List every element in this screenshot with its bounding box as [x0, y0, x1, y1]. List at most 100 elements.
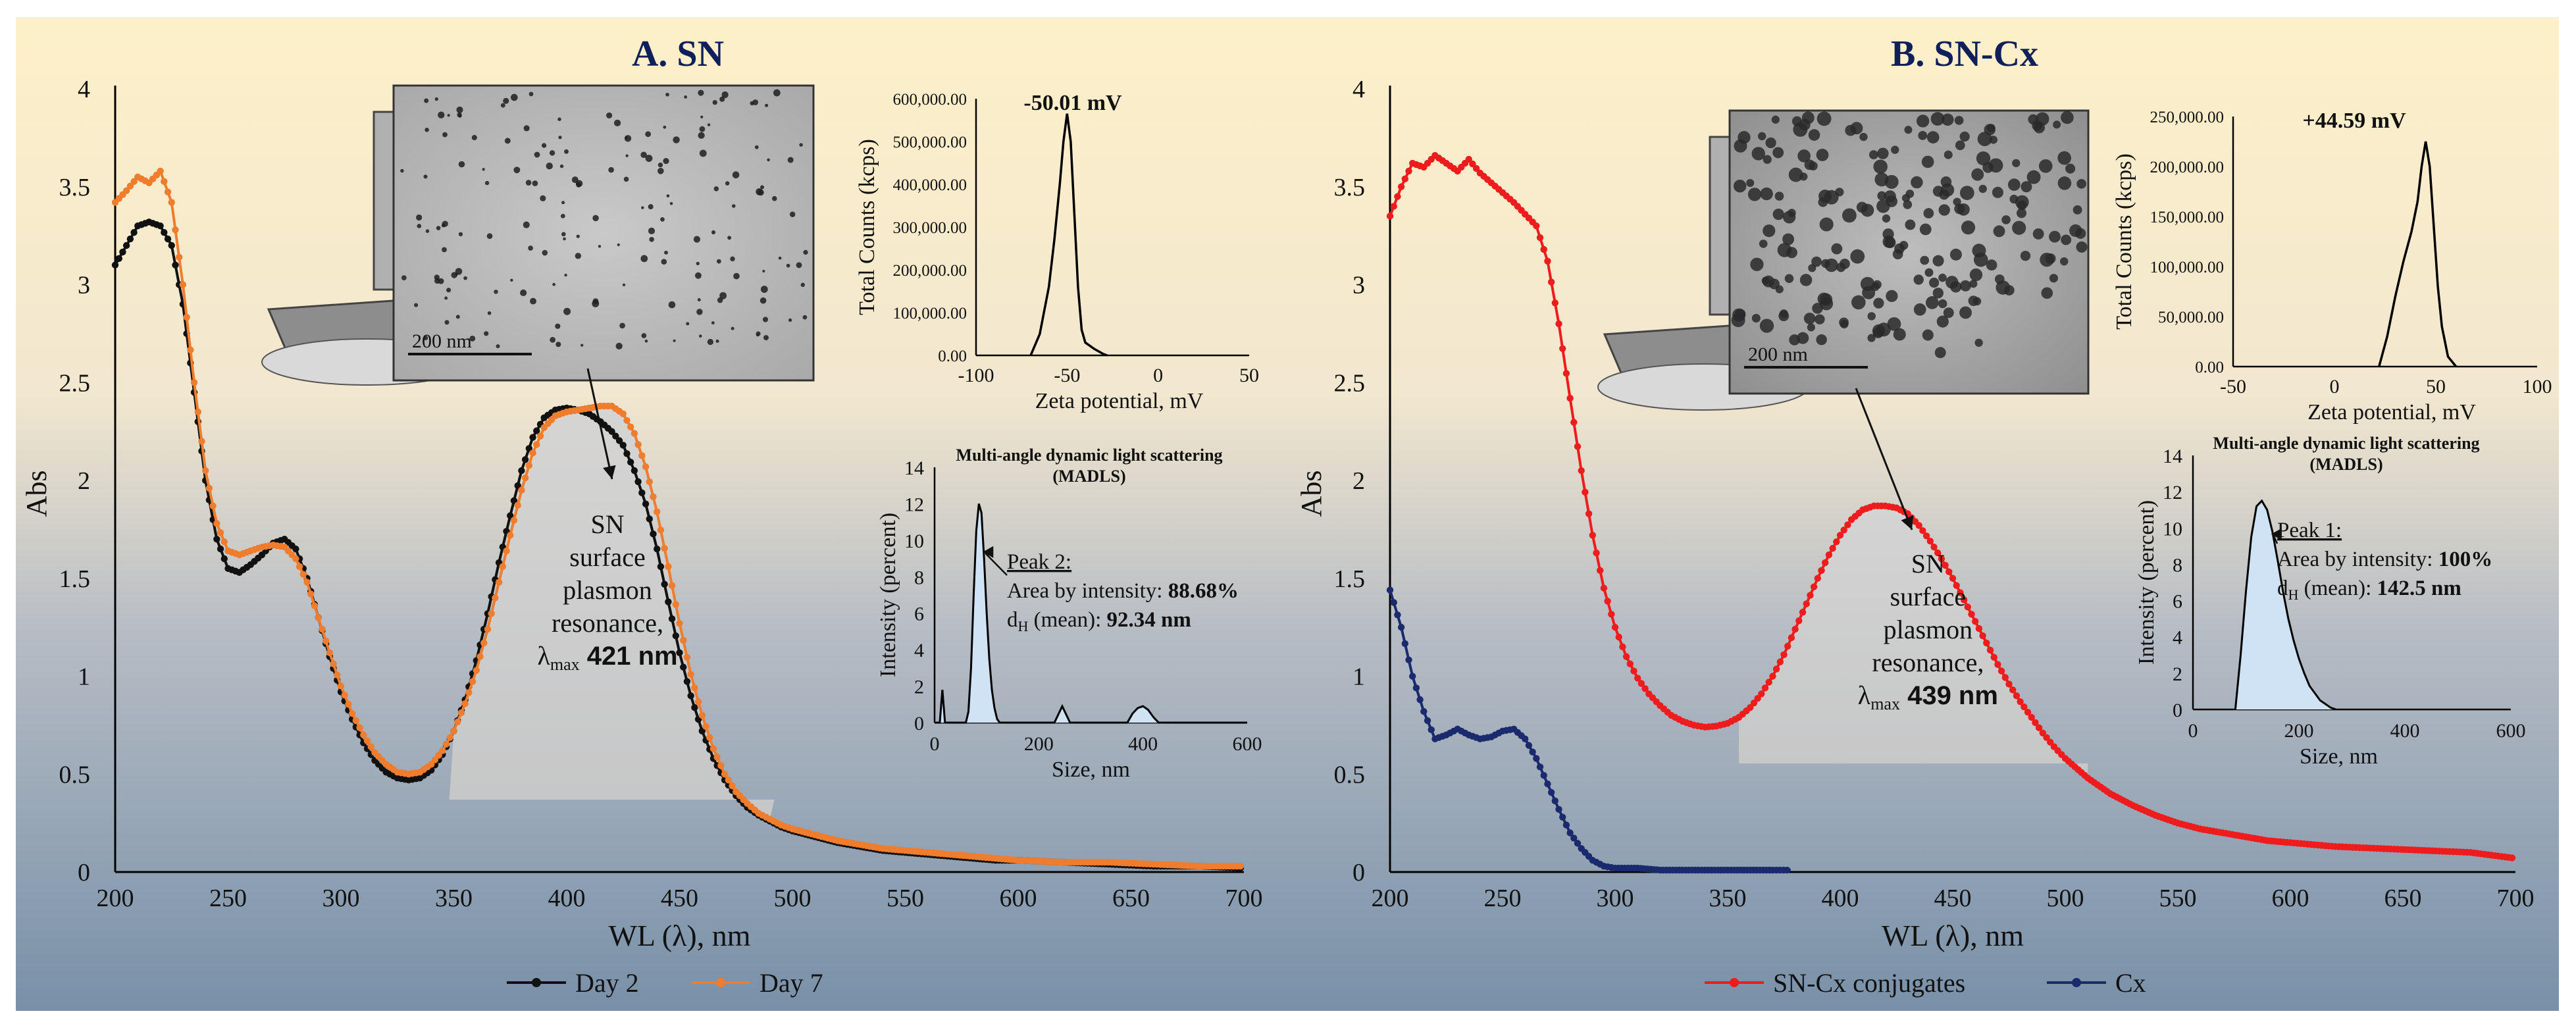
data-point [646, 515, 653, 523]
data-point [518, 467, 525, 475]
nanoparticle [417, 224, 422, 228]
nanoparticle [1918, 130, 1928, 140]
nanoparticle [423, 174, 428, 179]
nanoparticle [1735, 309, 1746, 320]
area-label: Area by intensity: [2277, 548, 2438, 571]
data-point [175, 253, 183, 261]
inset-y-tick: 6 [2173, 591, 2182, 613]
data-point [1750, 699, 1758, 707]
series-cx [1386, 586, 1791, 874]
nanoparticle [549, 150, 555, 156]
nanoparticle [561, 232, 566, 237]
data-point [1401, 640, 1408, 648]
data-point [168, 199, 175, 206]
data-point [1574, 443, 1582, 450]
inset-y-label: Intensity (percent) [876, 513, 900, 677]
nanoparticle [1815, 314, 1825, 324]
nanoparticle [434, 274, 440, 280]
madls-title: Multi-angle dynamic light scattering [2213, 434, 2479, 453]
data-point [1791, 625, 1799, 633]
annotation-lambda: λmax 421 nm [537, 641, 677, 674]
resonance-region [449, 405, 775, 819]
data-point [330, 660, 337, 667]
data-point [529, 450, 536, 457]
nanoparticle [1954, 116, 1964, 125]
nanoparticle [1959, 186, 1974, 200]
annotation-line: resonance, [1872, 648, 1984, 677]
nanoparticle [2038, 159, 2053, 173]
data-point [1919, 527, 1926, 534]
x-tick-label: 700 [2497, 885, 2535, 912]
data-point [612, 432, 619, 440]
nanoparticle [778, 256, 782, 260]
nanoparticle [719, 292, 727, 299]
nanoparticle [434, 97, 439, 101]
madls-subtitle: (MADLS) [2309, 455, 2383, 474]
nanoparticle [707, 123, 711, 126]
data-point [1386, 213, 1394, 220]
nanoparticle [560, 213, 565, 218]
nanoparticle [442, 132, 448, 138]
data-point [680, 636, 687, 644]
nanoparticle [1862, 286, 1876, 299]
data-point [1469, 160, 1476, 168]
y-tick-label: 3.5 [59, 174, 91, 201]
inset-x-tick: 50 [2426, 376, 2446, 398]
area-label: Area by intensity: [1007, 579, 1168, 603]
data-point [1472, 165, 1480, 172]
data-point [510, 497, 518, 504]
data-point [307, 590, 315, 598]
inset-x-tick: 200 [2284, 720, 2314, 742]
data-point [1237, 862, 1244, 870]
x-tick-label: 450 [661, 885, 698, 912]
nanoparticle [673, 136, 680, 143]
nanoparticle [1850, 122, 1863, 135]
nanoparticle [446, 288, 451, 293]
nanoparticle [1842, 208, 1857, 223]
inset-y-tick: 600,000.00 [893, 91, 967, 109]
nanoparticle [1811, 256, 1822, 267]
nanoparticle [1757, 132, 1766, 141]
inset-y-tick: 2 [914, 677, 924, 698]
nanoparticle [648, 204, 654, 210]
data-point [1611, 623, 1619, 631]
nanoparticle [2020, 250, 2031, 261]
data-point [634, 441, 642, 448]
data-point [1994, 661, 2001, 668]
data-point [1529, 748, 1536, 756]
inset-x-tick: 400 [2390, 720, 2420, 742]
data-point [326, 649, 334, 656]
data-point [1945, 568, 1953, 576]
zeta-peak-label: -50.01 mV [1023, 91, 1122, 115]
peak-label: Peak 2: [1007, 550, 1071, 574]
nanoparticle [1831, 243, 1843, 255]
data-point [2009, 686, 2017, 694]
data-point [1803, 600, 1810, 607]
data-point [187, 346, 194, 353]
nanoparticle [528, 245, 533, 251]
data-point [157, 222, 164, 230]
nanoparticle [1817, 292, 1830, 305]
nanoparticle [606, 112, 613, 118]
nanoparticle [1959, 306, 1972, 319]
data-point [1582, 488, 1589, 496]
data-point [161, 228, 168, 236]
inset-x-label: Size, nm [1052, 758, 1130, 782]
data-point [1397, 623, 1405, 631]
nanoparticle [802, 315, 808, 320]
data-point [157, 167, 164, 175]
dh-value: 142.5 nm [2377, 577, 2461, 600]
nanoparticle [401, 275, 407, 280]
y-tick-label: 2.5 [1334, 369, 1366, 397]
nanoparticle [756, 188, 763, 195]
y-tick-label: 3 [78, 272, 90, 299]
data-point [1604, 598, 1611, 605]
nanoparticle [2076, 241, 2088, 253]
data-point [507, 512, 514, 519]
nanoparticle [1992, 186, 2004, 198]
data-point [164, 235, 172, 243]
nanoparticle [1961, 220, 1976, 235]
nanoparticle [715, 339, 719, 343]
nanoparticle [1774, 192, 1784, 201]
